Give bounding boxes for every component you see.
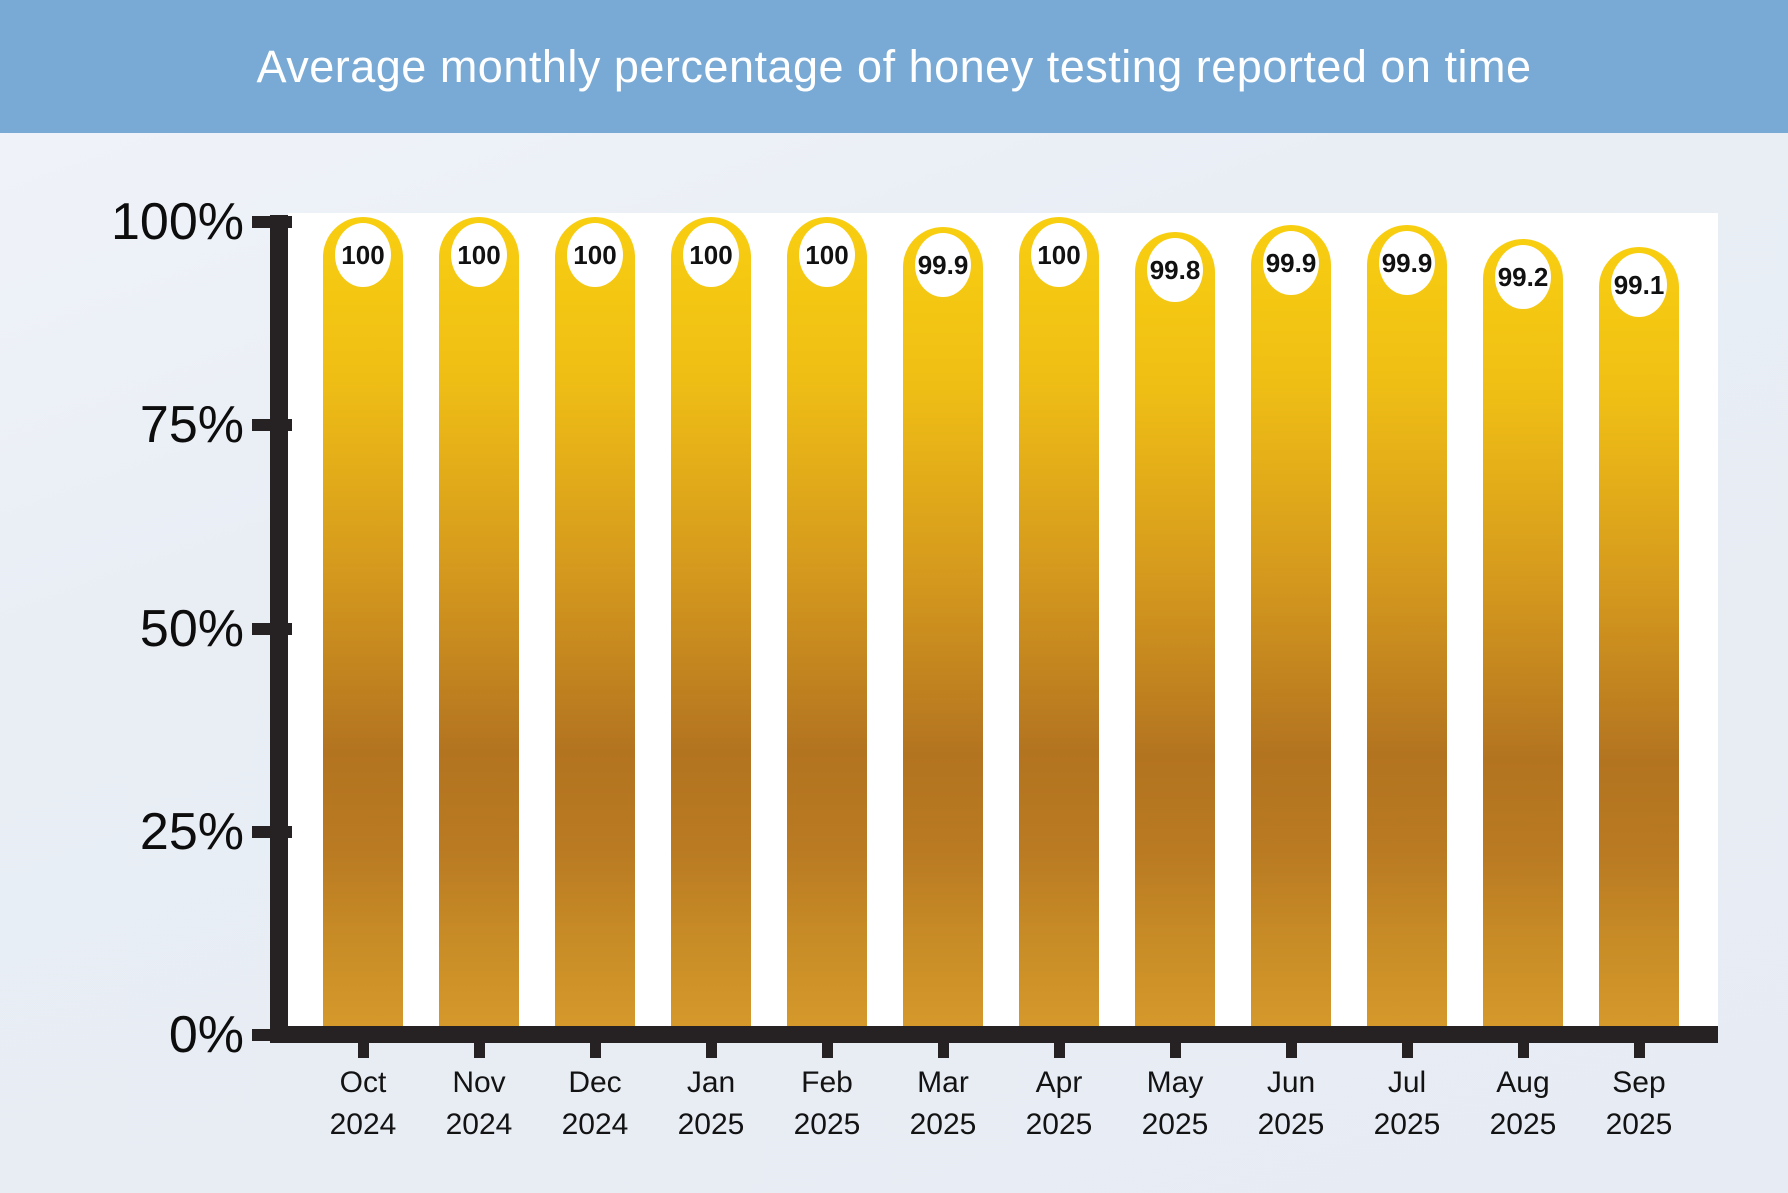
value-label: 99.9 [1265,247,1317,278]
value-label: 99.8 [1149,254,1201,285]
bar: 99.8 [1135,232,1215,1026]
value-bubble: 100 [451,223,507,287]
x-tick [1053,1043,1065,1058]
x-label-month: Mar [917,1066,969,1099]
x-label-month: Oct [339,1066,387,1099]
x-tick [1169,1043,1181,1058]
value-bubble: 99.9 [915,233,971,297]
y-tick [252,826,292,838]
value-bubble: 99.8 [1147,238,1203,302]
value-label: 99.2 [1497,261,1549,292]
x-axis [270,1026,1718,1043]
bar: 99.9 [1251,225,1331,1026]
y-tick [252,623,292,635]
x-tick [1517,1043,1529,1058]
x-axis-label: Feb 2025 [767,1062,887,1146]
value-bubble: 100 [567,223,623,287]
value-label: 100 [457,239,501,270]
x-label-year: 2025 [677,1108,745,1141]
x-label-month: Nov [452,1066,506,1099]
bar: 99.2 [1483,239,1563,1026]
x-tick [705,1043,717,1058]
x-label-month: Jan [686,1066,736,1099]
y-axis-label: 0% [168,1006,244,1064]
plot-area [288,213,1718,1026]
y-tick [252,216,292,228]
value-label: 100 [805,239,849,270]
x-tick [937,1043,949,1058]
x-tick [357,1043,369,1058]
value-bubble: 100 [683,223,739,287]
x-label-month: Apr [1035,1066,1083,1099]
x-axis-label: Jun 2025 [1231,1062,1351,1146]
x-label-month: Jul [1387,1066,1427,1099]
x-axis-label: Jul 2025 [1347,1062,1467,1146]
bar: 100 [323,217,403,1026]
x-axis-label: Aug 2025 [1463,1062,1583,1146]
y-tick [252,1029,292,1041]
bar: 100 [1019,217,1099,1026]
y-axis-label: 100% [111,193,244,251]
x-label-year: 2024 [561,1108,629,1141]
x-label-year: 2025 [1025,1108,1093,1141]
x-axis-label: Sep 2025 [1579,1062,1699,1146]
bar: 99.9 [903,227,983,1026]
x-label-year: 2025 [1605,1108,1673,1141]
chart-title: Average monthly percentage of honey test… [256,40,1532,92]
value-label: 100 [573,239,617,270]
x-label-month: May [1146,1066,1204,1099]
x-axis-label: Oct 2024 [303,1062,423,1146]
y-axis-label: 25% [139,803,244,861]
x-tick [1285,1043,1297,1058]
x-axis-label: Jan 2025 [651,1062,771,1146]
value-label: 99.9 [917,249,969,280]
x-label-year: 2025 [1141,1108,1209,1141]
x-axis-label: Apr 2025 [999,1062,1119,1146]
x-tick [589,1043,601,1058]
x-label-year: 2024 [445,1108,513,1141]
value-bubble: 99.2 [1495,245,1551,309]
x-axis-label: Dec 2024 [535,1062,655,1146]
x-tick [1401,1043,1413,1058]
x-axis-label: Mar 2025 [883,1062,1003,1146]
x-axis-label: May 2025 [1115,1062,1235,1146]
value-label: 100 [689,239,733,270]
x-label-year: 2025 [909,1108,977,1141]
x-axis-label: Nov 2024 [419,1062,539,1146]
bar: 100 [555,217,635,1026]
y-axis-label: 50% [139,600,244,658]
value-bubble: 99.9 [1263,231,1319,295]
bar: 100 [787,217,867,1026]
bar: 100 [671,217,751,1026]
y-tick [252,419,292,431]
x-label-month: Sep [1612,1066,1666,1099]
x-tick [1633,1043,1645,1058]
x-label-year: 2025 [1489,1108,1557,1141]
x-label-month: Aug [1496,1066,1550,1099]
x-label-year: 2025 [1257,1108,1325,1141]
value-label: 99.1 [1613,269,1665,300]
value-bubble: 99.9 [1379,231,1435,295]
x-label-month: Dec [568,1066,622,1099]
x-tick [473,1043,485,1058]
value-bubble: 99.1 [1611,253,1667,317]
bar: 100 [439,217,519,1026]
bar: 99.9 [1367,225,1447,1026]
chart-title-band: Average monthly percentage of honey test… [0,0,1788,133]
value-label: 99.9 [1381,247,1433,278]
value-label: 100 [341,239,385,270]
value-label: 100 [1037,239,1081,270]
x-tick [821,1043,833,1058]
y-axis-label: 75% [139,396,244,454]
x-label-year: 2025 [793,1108,861,1141]
value-bubble: 100 [335,223,391,287]
x-label-month: Jun [1266,1066,1316,1099]
value-bubble: 100 [799,223,855,287]
x-label-year: 2025 [1373,1108,1441,1141]
x-label-month: Feb [801,1066,853,1099]
bar: 99.1 [1599,247,1679,1026]
value-bubble: 100 [1031,223,1087,287]
x-label-year: 2024 [329,1108,397,1141]
